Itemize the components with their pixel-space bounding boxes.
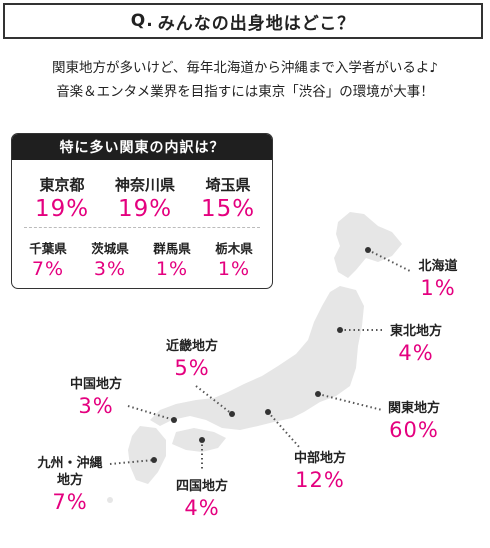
question-text: みんなの出身地はどこ？ (157, 13, 356, 34)
pref-gunma: 群馬県 1% (144, 238, 200, 281)
pref-pct: 1% (217, 258, 251, 280)
pref-pct: 3% (93, 258, 127, 280)
leader-dot-kinki (229, 411, 235, 417)
region-pct: 4% (398, 341, 434, 365)
pref-pct: 1% (155, 258, 189, 280)
pref-name: 千葉県 (29, 241, 67, 256)
region-name-line-2: 地方 (56, 473, 83, 488)
lead-text: 関東地方が多いけど、毎年北海道から沖縄まで入学者がいるよ♪ 音楽＆エンタメ業界を… (0, 56, 490, 104)
region-hokkaido: 北海道 1% (410, 258, 466, 301)
kanto-breakdown-box: 特に多い関東の内訳は？ 東京都 19% 神奈川県 19% 埼玉県 15% 千葉県… (11, 133, 273, 289)
region-pct: 5% (174, 356, 210, 380)
leader-dot-shikoku (199, 437, 205, 443)
map-hokkaido (334, 212, 402, 278)
leader-dot-kanto (315, 391, 321, 397)
region-name: 中国地方 (69, 377, 122, 392)
map-kyushu (128, 426, 166, 484)
pref-pct: 19% (117, 196, 173, 222)
map-honshu (150, 286, 364, 430)
question-mark: Q. (130, 11, 154, 31)
leader-dot-tohoku (337, 327, 343, 333)
pref-pct: 7% (31, 258, 65, 280)
region-name: 東北地方 (389, 324, 442, 339)
region-shikoku: 四国地方 4% (170, 478, 234, 521)
pref-saitama: 埼玉県 15% (192, 174, 264, 223)
region-kyushu-okinawa: 九州・沖縄 地方 7% (30, 455, 110, 515)
pref-chiba: 千葉県 7% (20, 238, 76, 281)
region-pct: 7% (52, 490, 88, 514)
region-name: 中部地方 (293, 451, 346, 466)
leader-dot-kyushu (151, 457, 157, 463)
map-okinawa (107, 497, 113, 503)
region-pct: 60% (389, 418, 439, 442)
pref-name: 群馬県 (153, 241, 191, 256)
leader-dot-chugoku (171, 417, 177, 423)
pref-tochigi: 栃木県 1% (206, 238, 262, 281)
region-kinki: 近畿地方 5% (160, 338, 224, 381)
pref-pct: 15% (200, 196, 256, 222)
lead-line-1: 関東地方が多いけど、毎年北海道から沖縄まで入学者がいるよ♪ (52, 60, 438, 76)
region-pct: 12% (295, 468, 345, 492)
leader-dot-hokkaido (365, 247, 371, 253)
region-chugoku: 中国地方 3% (64, 376, 128, 419)
leader-dot-chubu (265, 409, 271, 415)
leader-kanto (317, 393, 383, 411)
pref-kanagawa: 神奈川県 19% (106, 174, 184, 223)
question-title: Q. みんなの出身地はどこ？ (3, 3, 483, 39)
region-name-line-1: 九州・沖縄 (37, 456, 103, 471)
kanto-breakdown-header: 特に多い関東の内訳は？ (12, 134, 272, 160)
leader-kinki (195, 385, 233, 415)
region-chubu: 中部地方 12% (288, 450, 352, 493)
region-pct: 4% (184, 496, 220, 520)
pref-ibaraki: 茨城県 3% (82, 238, 138, 281)
leader-kyushu (109, 459, 155, 465)
pref-name: 東京都 (39, 176, 85, 194)
region-name: 関東地方 (387, 401, 440, 416)
pref-tokyo: 東京都 19% (26, 174, 98, 223)
lead-line-2: 音楽＆エンタメ業界を目指すには東京「渋谷」の環境が大事！ (56, 84, 434, 100)
pref-name: 栃木県 (215, 241, 253, 256)
region-tohoku: 東北地方 4% (384, 323, 448, 366)
region-kanto: 関東地方 60% (382, 400, 446, 443)
pref-name: 埼玉県 (205, 176, 251, 194)
region-name: 北海道 (418, 259, 458, 274)
leader-hokkaido (367, 249, 413, 273)
pref-pct: 19% (34, 196, 90, 222)
region-name: 四国地方 (175, 479, 228, 494)
region-pct: 1% (420, 276, 456, 300)
breakdown-divider (24, 227, 260, 228)
pref-name: 神奈川県 (114, 176, 175, 194)
region-name: 近畿地方 (165, 339, 218, 354)
region-pct: 3% (78, 394, 114, 418)
pref-name: 茨城県 (91, 241, 129, 256)
